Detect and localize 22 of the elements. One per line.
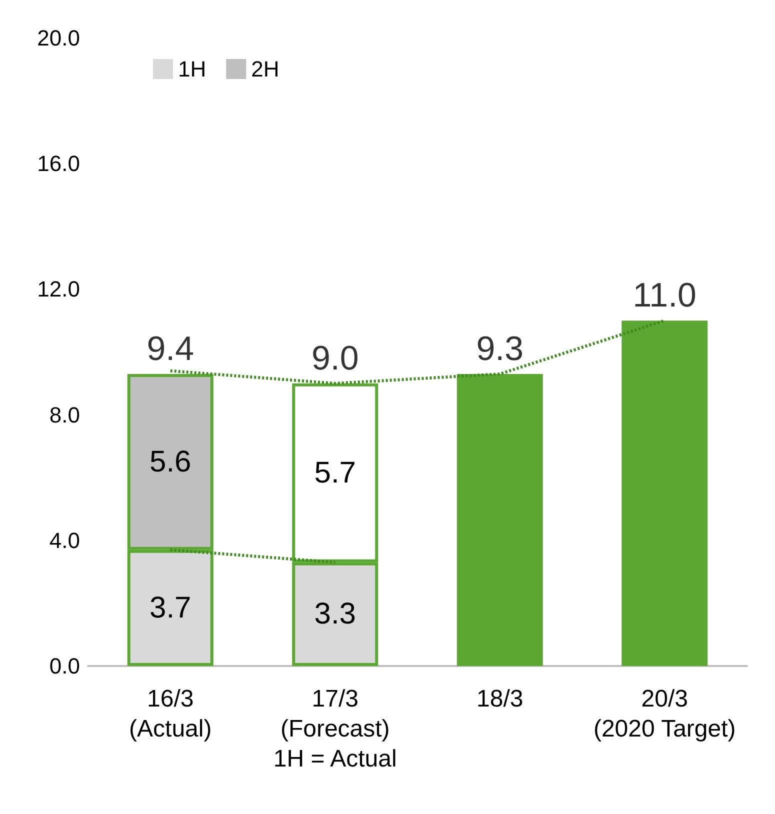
y-tick-label: 0.0 (49, 654, 80, 678)
legend-label: 2H (251, 56, 280, 82)
y-tick-label: 12.0 (37, 276, 80, 302)
total-label: 11.0 (632, 276, 696, 315)
total-label: 9.0 (311, 339, 359, 378)
y-tick-label: 8.0 (49, 402, 80, 428)
data-label: 3.7 (150, 591, 192, 624)
data-label: 5.6 (150, 445, 192, 478)
legend-label: 1H (178, 56, 206, 82)
x-tick-label: 20/3 (2020 Target) (593, 686, 736, 742)
data-label: 5.7 (314, 456, 356, 490)
y-tick-label: 4.0 (49, 528, 80, 553)
y-tick-label: 16.0 (37, 151, 80, 176)
x-tick-label: 17/3 (Forecast) 1H = Actual (273, 686, 397, 772)
y-tick-label: 20.0 (37, 26, 80, 50)
bar (456, 374, 543, 666)
total-label: 9.3 (476, 330, 524, 368)
total-label: 9.4 (146, 330, 194, 368)
data-label: 3.3 (314, 598, 356, 631)
x-tick-label: 18/3 (476, 686, 524, 712)
x-tick-label: 16/3 (Actual) (129, 686, 212, 742)
bar (622, 320, 708, 666)
